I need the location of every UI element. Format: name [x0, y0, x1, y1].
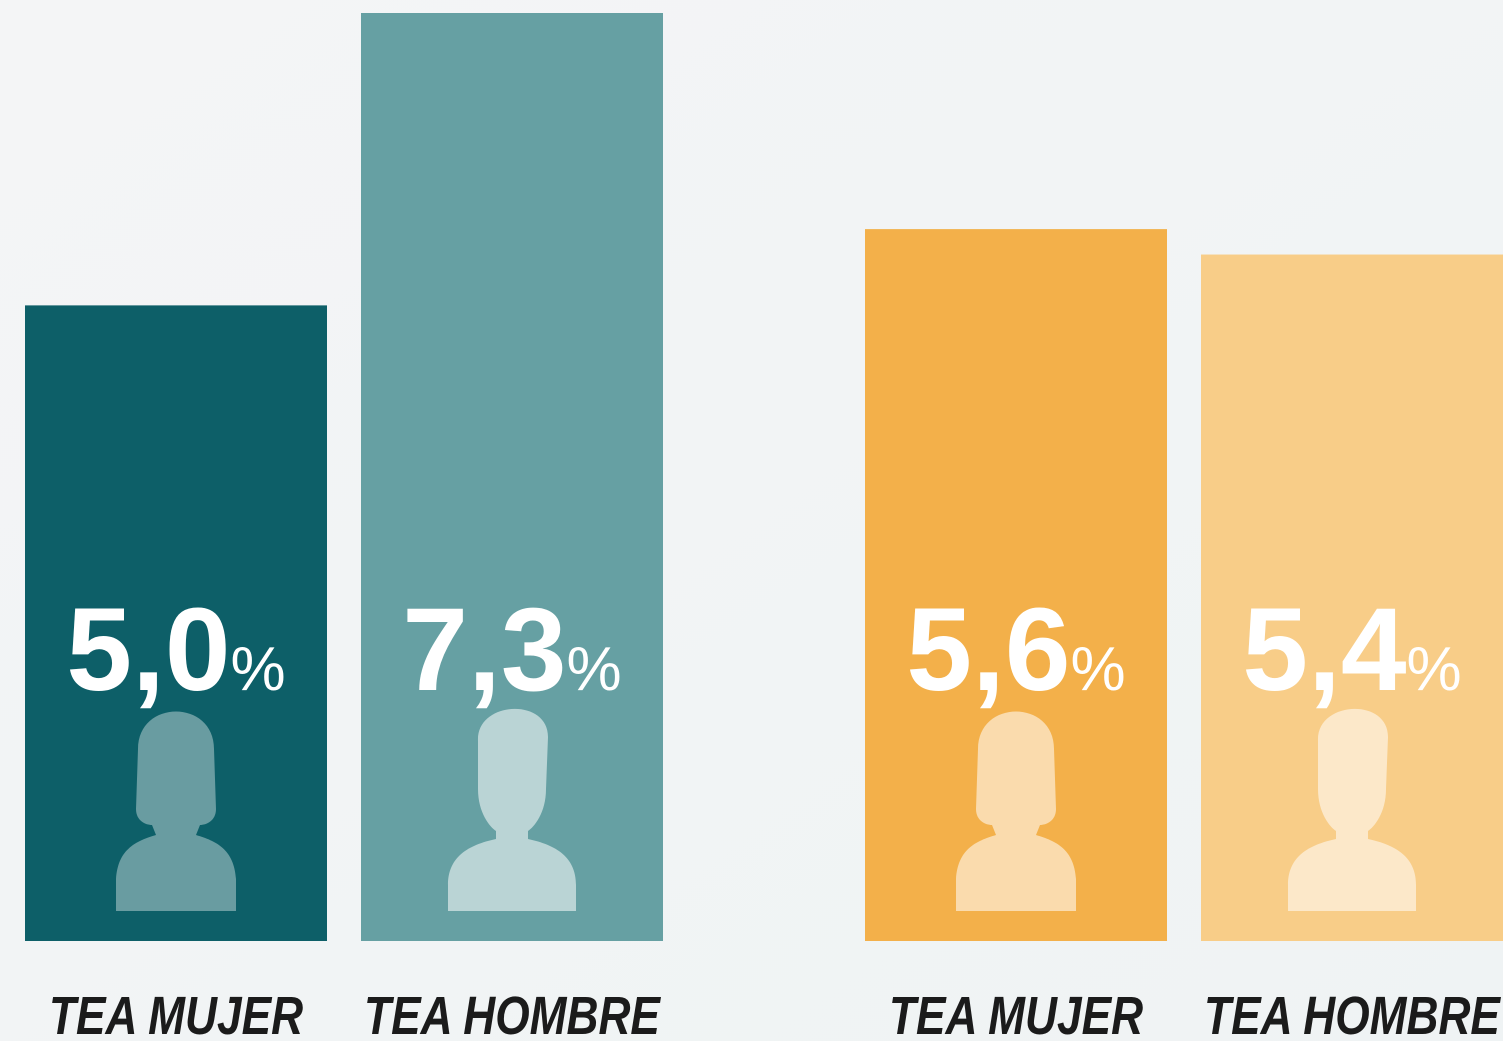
- value-label: 7,3%: [402, 584, 621, 716]
- value-label: 5,0%: [66, 584, 285, 716]
- value-label: 5,6%: [906, 584, 1125, 716]
- person-icon: [448, 708, 576, 911]
- category-label: TEA MUJER: [889, 986, 1143, 1041]
- person-icon: [116, 711, 236, 911]
- category-label: TEA MUJER: [49, 986, 303, 1041]
- category-label: TEA HOMBRE: [1204, 986, 1502, 1041]
- value-label: 5,4%: [1242, 584, 1461, 716]
- person-icon: [1288, 708, 1416, 911]
- category-label: TEA HOMBRE: [364, 986, 662, 1041]
- person-icon: [956, 711, 1076, 911]
- bar: [25, 305, 327, 942]
